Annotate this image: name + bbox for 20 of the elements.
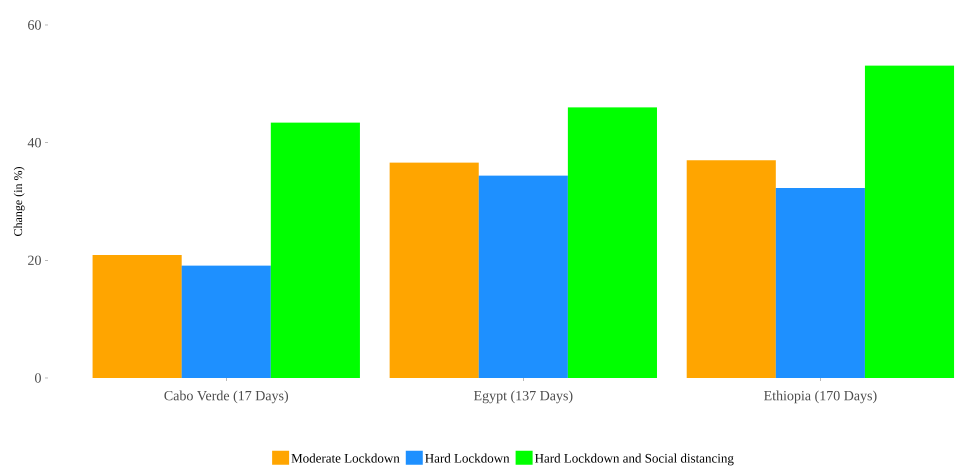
legend-label: Hard Lockdown (425, 454, 510, 463)
bar (92, 255, 182, 378)
y-tick-label: 40 (28, 138, 41, 148)
bar (568, 107, 657, 378)
bar (182, 266, 271, 378)
x-tick-label: Ethiopia (170 Days) (764, 390, 877, 404)
y-tick-label: 60 (28, 20, 41, 30)
x-tick-label: Cabo Verde (17 Days) (164, 390, 288, 404)
y-tick-label: 20 (28, 256, 41, 266)
legend-label: Hard Lockdown and Social distancing (534, 454, 734, 466)
y-axis-title: Change (in %) (14, 167, 25, 236)
bar (390, 162, 479, 378)
y-tick-label: 0 (35, 373, 41, 383)
bar (776, 188, 865, 378)
bar (478, 176, 568, 378)
legend-label: Moderate Lockdown (291, 454, 400, 463)
bar (686, 160, 776, 378)
x-tick-label: Egypt (137 Days) (474, 390, 572, 404)
bar (270, 122, 360, 378)
bar (864, 66, 954, 378)
